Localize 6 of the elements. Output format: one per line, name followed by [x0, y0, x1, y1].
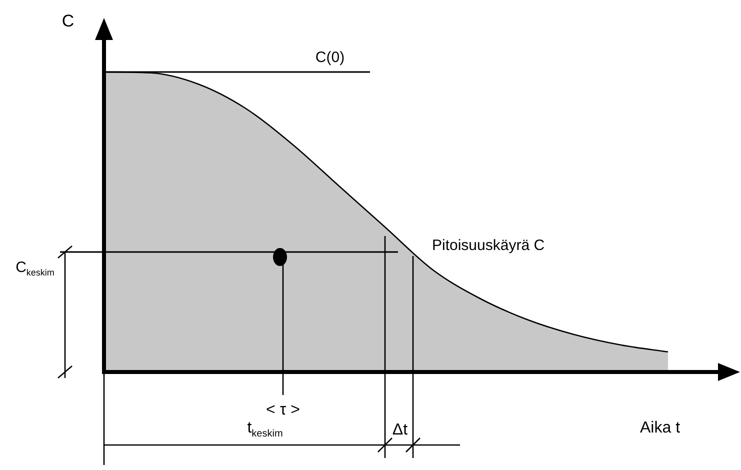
- series-label: Pitoisuuskäyrä C: [432, 237, 545, 254]
- ref-line-label: C(0): [315, 49, 345, 66]
- text: < τ >: [266, 401, 300, 418]
- y-axis-title: C: [62, 12, 74, 31]
- x-axis-title: Aika t: [640, 419, 681, 436]
- text: Δt: [392, 421, 408, 438]
